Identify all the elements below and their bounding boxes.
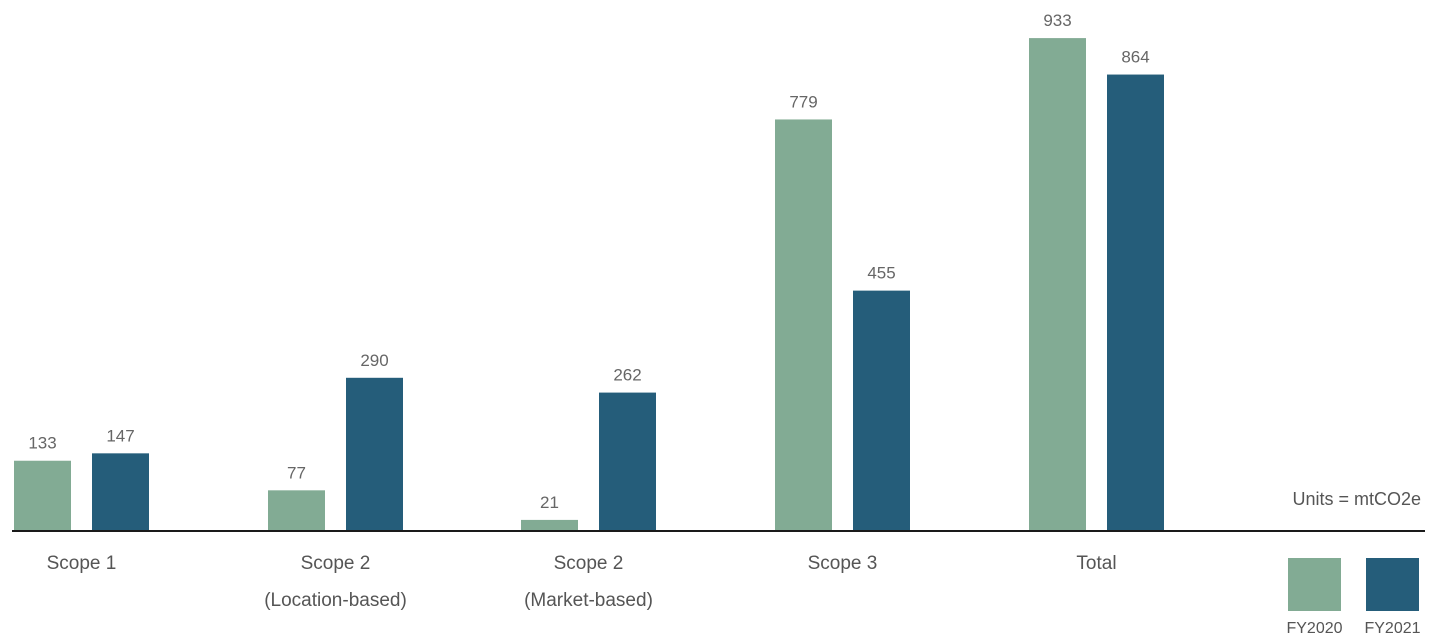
category-labels-layer: Scope 1 Scope 2 (Location-based) Scope 2 (Ma… — [47, 553, 1117, 611]
category-label-line: Scope 2 — [554, 553, 624, 574]
category-label-4: Total — [1076, 553, 1116, 574]
legend-swatch-fy2021 — [1366, 558, 1419, 611]
bar-fy2020-4 — [1029, 38, 1086, 531]
value-labels-layer: 133 147 77 290 21 262 779 455 933 864 — [28, 11, 1149, 512]
value-label-fy2020-2: 21 — [540, 493, 559, 512]
bar-fy2021-0 — [92, 453, 149, 531]
legend: FY2020 FY2021 — [1286, 558, 1421, 637]
category-label-line: Scope 1 — [47, 553, 117, 574]
category-label-3: Scope 3 — [808, 553, 878, 574]
value-label-fy2020-1: 77 — [287, 463, 306, 482]
category-label-0: Scope 1 — [47, 553, 117, 574]
category-label-line: Total — [1076, 553, 1116, 574]
value-label-fy2021-2: 262 — [613, 366, 641, 385]
value-label-fy2021-4: 864 — [1121, 48, 1149, 67]
value-label-fy2021-3: 455 — [867, 264, 895, 283]
value-label-fy2020-3: 779 — [789, 92, 817, 111]
value-label-fy2021-0: 147 — [106, 426, 134, 445]
category-label-2: Scope 2 (Market-based) — [524, 553, 653, 611]
category-label-line: Scope 2 — [301, 553, 371, 574]
legend-label-fy2020: FY2020 — [1286, 620, 1342, 637]
category-label-line: (Market-based) — [524, 590, 653, 611]
bar-fy2021-3 — [853, 290, 910, 531]
bar-fy2021-2 — [599, 392, 656, 531]
category-label-line: Scope 3 — [808, 553, 878, 574]
bar-fy2020-3 — [775, 119, 832, 532]
bar-fy2021-1 — [346, 377, 403, 531]
bars-layer — [14, 38, 1164, 532]
category-label-1: Scope 2 (Location-based) — [264, 553, 407, 611]
legend-label-fy2021: FY2021 — [1364, 620, 1420, 637]
bar-fy2021-4 — [1107, 74, 1164, 531]
bar-fy2020-2 — [521, 519, 578, 531]
units-note: Units = mtCO2e — [1292, 489, 1421, 509]
bar-fy2020-0 — [14, 460, 71, 531]
value-label-fy2020-4: 933 — [1043, 11, 1071, 30]
value-label-fy2021-1: 290 — [360, 351, 388, 370]
value-label-fy2020-0: 133 — [28, 434, 56, 453]
bar-fy2020-1 — [268, 490, 325, 531]
category-label-line: (Location-based) — [264, 590, 407, 611]
legend-swatch-fy2020 — [1288, 558, 1341, 611]
